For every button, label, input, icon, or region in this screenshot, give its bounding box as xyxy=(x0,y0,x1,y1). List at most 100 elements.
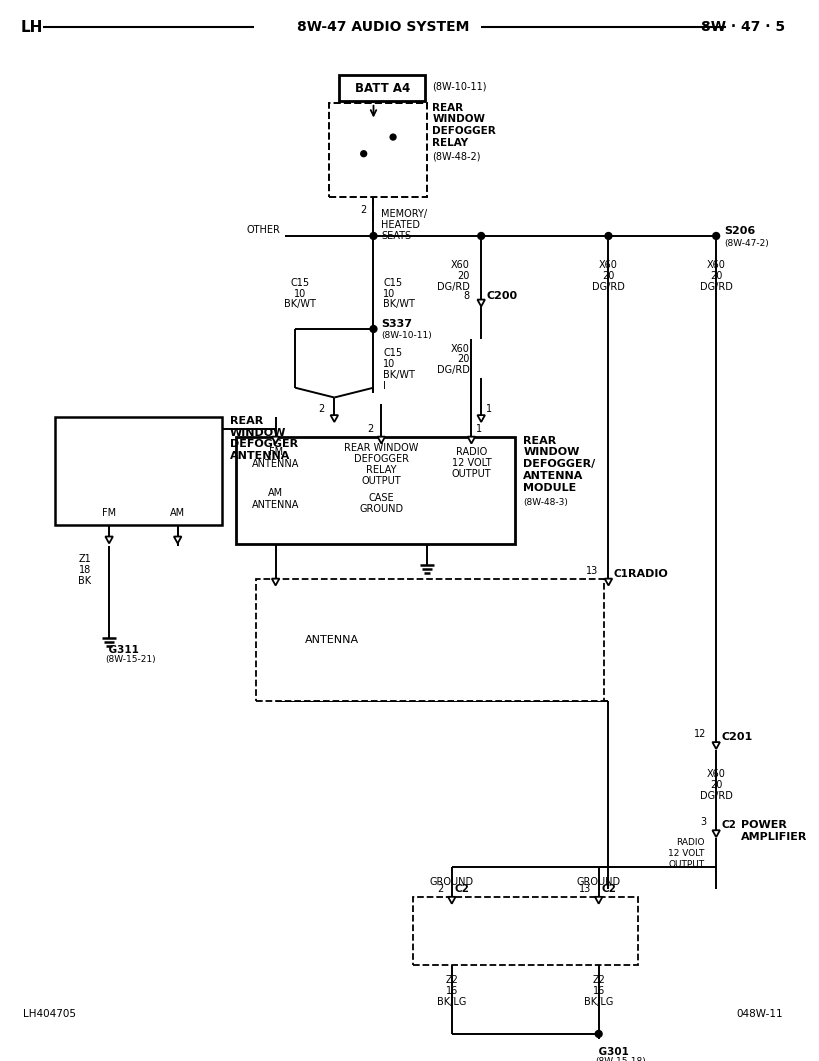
Text: 8W-47 AUDIO SYSTEM: 8W-47 AUDIO SYSTEM xyxy=(296,20,469,34)
Text: BK/WT: BK/WT xyxy=(382,299,414,310)
Text: X60: X60 xyxy=(450,260,468,271)
Text: WINDOW: WINDOW xyxy=(229,428,286,438)
Text: C201: C201 xyxy=(720,732,751,743)
Text: BK/LG: BK/LG xyxy=(437,996,466,1007)
Polygon shape xyxy=(477,415,484,422)
Polygon shape xyxy=(174,537,181,543)
Text: LH404705: LH404705 xyxy=(23,1009,76,1020)
Text: GROUND: GROUND xyxy=(576,877,620,887)
Text: ANTENNA: ANTENNA xyxy=(251,459,299,469)
Text: 2: 2 xyxy=(318,404,324,414)
Circle shape xyxy=(369,326,377,332)
Text: C200: C200 xyxy=(486,291,517,300)
Circle shape xyxy=(595,1030,601,1038)
Circle shape xyxy=(369,232,377,240)
Text: 13: 13 xyxy=(586,566,598,576)
Text: 16: 16 xyxy=(446,986,457,996)
Text: DG/RD: DG/RD xyxy=(436,365,468,376)
Text: 048W-11: 048W-11 xyxy=(735,1009,782,1020)
Text: (8W-48-3): (8W-48-3) xyxy=(523,498,568,507)
Text: 10: 10 xyxy=(382,360,395,369)
Text: 1: 1 xyxy=(476,423,482,434)
Text: C2: C2 xyxy=(455,884,469,894)
Text: I: I xyxy=(382,381,386,390)
Text: 16: 16 xyxy=(592,986,604,996)
Text: ANTENNA: ANTENNA xyxy=(523,471,583,481)
Text: WINDOW: WINDOW xyxy=(523,448,579,457)
Text: C1: C1 xyxy=(613,569,627,578)
Text: 10: 10 xyxy=(382,289,395,299)
Text: 12 VOLT: 12 VOLT xyxy=(667,849,704,858)
Text: FM: FM xyxy=(268,448,283,457)
Text: BK/WT: BK/WT xyxy=(382,370,414,380)
Text: MODULE: MODULE xyxy=(523,483,576,492)
Bar xyxy=(256,578,603,701)
Text: (8W-47-2): (8W-47-2) xyxy=(723,240,767,248)
Text: REAR: REAR xyxy=(432,103,463,112)
Polygon shape xyxy=(467,437,474,443)
Polygon shape xyxy=(106,537,113,543)
Text: GROUND: GROUND xyxy=(429,877,473,887)
Bar xyxy=(236,437,515,544)
Text: C15: C15 xyxy=(382,348,402,359)
Text: (8W-10-11): (8W-10-11) xyxy=(432,81,486,91)
Text: ANTENNA: ANTENNA xyxy=(229,451,290,462)
Text: RELAY: RELAY xyxy=(432,138,468,147)
Text: OUTPUT: OUTPUT xyxy=(560,615,596,624)
Text: X60: X60 xyxy=(706,260,725,271)
Text: 2: 2 xyxy=(360,206,366,215)
Text: OTHER: OTHER xyxy=(247,225,280,236)
Text: 20: 20 xyxy=(456,354,468,364)
Text: G311: G311 xyxy=(105,645,139,655)
Text: DEFOGGER: DEFOGGER xyxy=(432,126,495,136)
Text: DEFOGGER/: DEFOGGER/ xyxy=(523,459,595,469)
Text: AM: AM xyxy=(268,488,283,499)
Text: GROUND: GROUND xyxy=(359,504,403,515)
Text: 20: 20 xyxy=(709,780,722,790)
Text: 2: 2 xyxy=(437,884,443,894)
Text: OUTPUT: OUTPUT xyxy=(451,469,491,479)
Polygon shape xyxy=(594,897,602,904)
Text: SEATS: SEATS xyxy=(381,231,411,241)
Text: HEATED: HEATED xyxy=(381,221,420,230)
Bar xyxy=(55,417,221,525)
Text: RADIO: RADIO xyxy=(455,448,486,457)
Polygon shape xyxy=(271,437,279,443)
Text: Z2: Z2 xyxy=(591,975,604,985)
Text: G301: G301 xyxy=(594,1046,628,1057)
Text: OUTPUT: OUTPUT xyxy=(361,475,400,486)
Text: 3: 3 xyxy=(699,817,705,828)
Text: POWER: POWER xyxy=(740,820,785,831)
Text: RELAY: RELAY xyxy=(365,465,396,475)
Text: CASE: CASE xyxy=(368,493,394,503)
Polygon shape xyxy=(447,897,455,904)
Circle shape xyxy=(360,151,366,157)
Text: X60: X60 xyxy=(706,769,725,780)
Polygon shape xyxy=(377,437,385,443)
Text: BATT A4: BATT A4 xyxy=(355,82,410,94)
Text: X60: X60 xyxy=(599,260,618,271)
Text: C15: C15 xyxy=(382,278,402,288)
Text: LH: LH xyxy=(21,20,43,35)
Bar xyxy=(339,75,425,101)
Text: C15: C15 xyxy=(290,278,310,288)
Text: AMPLIFIER: AMPLIFIER xyxy=(740,832,806,842)
Text: 12 VOLT: 12 VOLT xyxy=(451,458,491,468)
Text: AM: AM xyxy=(170,508,185,518)
Text: DG/RD: DG/RD xyxy=(591,282,624,292)
Text: REAR WINDOW: REAR WINDOW xyxy=(344,443,418,453)
Polygon shape xyxy=(604,578,612,586)
Polygon shape xyxy=(271,578,279,586)
Bar xyxy=(412,897,637,966)
Bar xyxy=(329,103,427,196)
Text: (8W-15-18): (8W-15-18) xyxy=(594,1057,645,1061)
Text: (8W-10-11): (8W-10-11) xyxy=(381,331,432,341)
Text: Z1: Z1 xyxy=(79,554,92,564)
Circle shape xyxy=(712,232,719,240)
Polygon shape xyxy=(712,742,719,749)
Polygon shape xyxy=(477,299,484,307)
Text: 20: 20 xyxy=(601,272,614,281)
Text: S206: S206 xyxy=(723,226,754,236)
Text: X60: X60 xyxy=(450,344,468,353)
Circle shape xyxy=(604,232,611,240)
